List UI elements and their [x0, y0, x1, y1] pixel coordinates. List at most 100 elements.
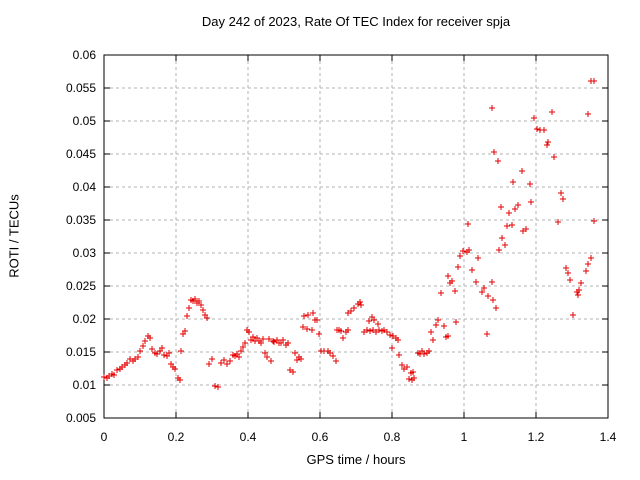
data-point-marker [565, 270, 571, 276]
y-tick-label: 0.015 [66, 345, 96, 359]
data-point-marker [426, 348, 432, 354]
data-point-marker [301, 313, 307, 319]
data-point-marker [563, 265, 569, 271]
data-point-marker [555, 219, 561, 225]
data-point-marker [499, 235, 505, 241]
data-point-marker [314, 317, 320, 323]
data-point-marker [149, 346, 155, 352]
data-point-marker [576, 287, 582, 293]
plot-border [103, 54, 609, 419]
y-tick-label: 0.045 [66, 147, 96, 161]
data-point-marker [495, 158, 501, 164]
data-point-marker [367, 328, 373, 334]
y-tick-label: 0.035 [66, 213, 96, 227]
data-point-marker [345, 327, 351, 333]
y-tick-label: 0.05 [73, 114, 97, 128]
data-point-marker [166, 350, 172, 356]
data-point-marker [159, 345, 165, 351]
data-point-marker [489, 105, 495, 111]
x-tick-label: 1.4 [600, 430, 617, 444]
data-point-marker [333, 358, 339, 364]
data-point-marker [493, 305, 499, 311]
data-point-marker [445, 273, 451, 279]
data-point-marker [137, 348, 143, 354]
data-point-marker [449, 278, 455, 284]
data-point-marker [498, 204, 504, 210]
data-point-marker [200, 307, 206, 313]
data-point-marker [578, 280, 584, 286]
data-point-marker [186, 305, 192, 311]
data-point-marker [544, 142, 550, 148]
data-point-marker [258, 340, 264, 346]
data-point-marker [198, 302, 204, 308]
data-point-marker [215, 384, 221, 390]
data-point-marker [227, 358, 233, 364]
data-point-marker [406, 376, 412, 382]
data-point-marker [309, 327, 315, 333]
data-point-marker [338, 328, 344, 334]
data-point-marker [433, 322, 439, 328]
data-point-marker [262, 350, 268, 356]
data-point-marker [515, 202, 521, 208]
data-point-marker [453, 319, 459, 325]
data-point-marker [438, 290, 444, 296]
data-point-marker [305, 312, 311, 318]
y-tick-label: 0.04 [73, 180, 97, 194]
data-point-marker [528, 199, 534, 205]
data-point-marker [351, 305, 357, 311]
data-point-marker [469, 267, 475, 273]
x-tick-label: 1 [461, 430, 468, 444]
y-tick-label: 0.03 [73, 246, 97, 260]
data-point-marker [575, 292, 581, 298]
data-point-marker [460, 248, 466, 254]
data-point-marker [551, 154, 557, 160]
data-point-marker [147, 335, 153, 341]
data-point-marker [246, 329, 252, 335]
data-point-marker [485, 293, 491, 299]
x-tick-label: 0 [101, 430, 108, 444]
data-point-marker [238, 348, 244, 354]
data-point-marker [184, 313, 190, 319]
data-point-marker [250, 334, 256, 340]
data-point-marker [410, 369, 416, 375]
data-point-marker [549, 109, 555, 115]
data-point-marker [531, 115, 537, 121]
data-point-marker [260, 336, 266, 342]
data-point-marker [475, 255, 481, 261]
data-point-marker [290, 369, 296, 375]
data-point-marker [455, 264, 461, 270]
data-point-marker [101, 374, 107, 380]
data-point-marker [465, 221, 471, 227]
data-point-marker [154, 351, 160, 357]
data-point-marker [558, 190, 564, 196]
data-point-marker [375, 321, 381, 327]
data-point-marker [161, 352, 167, 358]
data-point-marker [591, 78, 597, 84]
data-point-marker [534, 126, 540, 132]
data-point-marker [357, 299, 363, 305]
data-point-marker [570, 312, 576, 318]
x-tick-label: 0.4 [240, 430, 257, 444]
data-point-marker [177, 377, 183, 383]
data-point-marker [236, 354, 242, 360]
data-point-marker [519, 168, 525, 174]
data-point-marker [204, 315, 210, 321]
data-point-marker [192, 296, 198, 302]
data-point-marker [585, 111, 591, 117]
data-point-marker [473, 279, 479, 285]
data-point-marker [527, 181, 533, 187]
data-point-marker [445, 333, 451, 339]
data-point-marker [124, 360, 130, 366]
data-point-marker [387, 332, 393, 338]
data-point-marker [560, 196, 566, 202]
x-tick-label: 0.8 [384, 430, 401, 444]
data-point-marker [396, 352, 402, 358]
x-tick-label: 1.2 [528, 430, 545, 444]
data-point-marker [466, 247, 472, 253]
data-point-marker [371, 317, 377, 323]
data-point-marker [428, 329, 434, 335]
data-point-marker [384, 329, 390, 335]
chart-title: Day 242 of 2023, Rate Of TEC Index for r… [201, 14, 511, 29]
